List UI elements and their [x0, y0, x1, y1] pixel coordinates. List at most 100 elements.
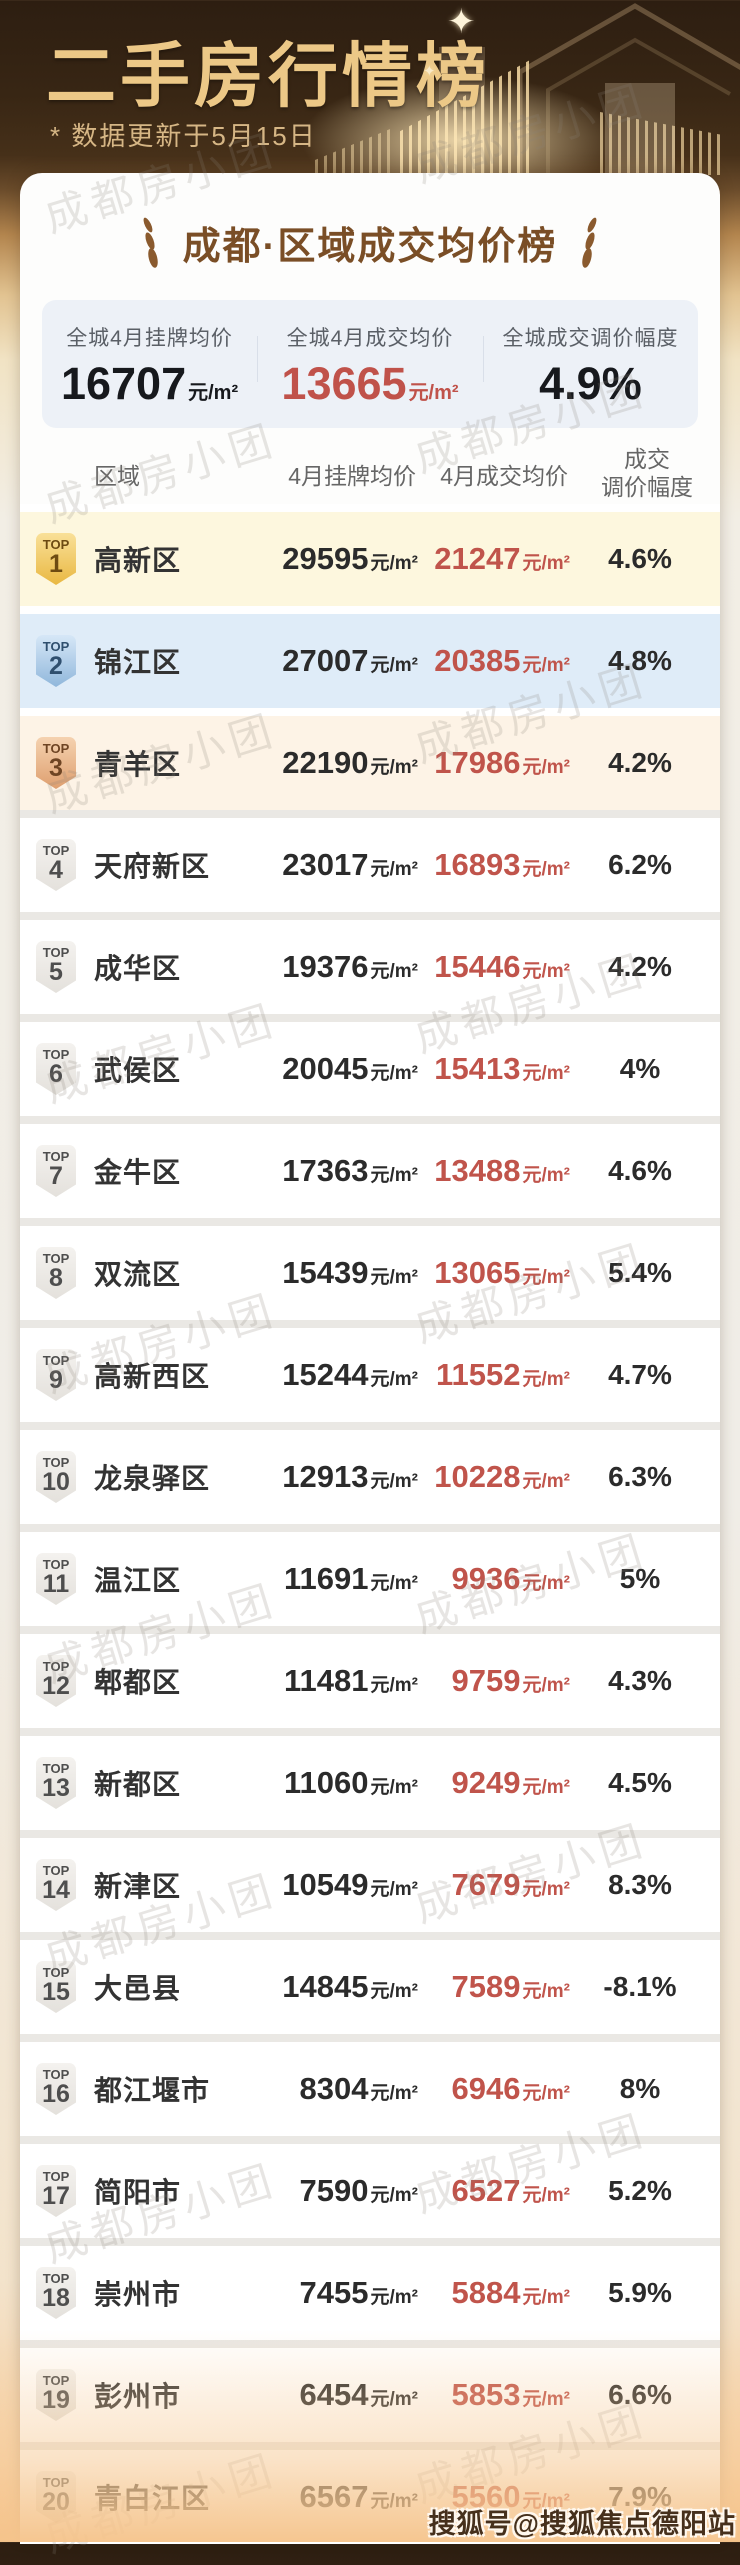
rank-number: 14: [42, 1876, 70, 1904]
region-name: 锦江区: [94, 647, 182, 678]
rank-badge-prefix: TOP: [42, 1047, 70, 1062]
region-name: 武侯区: [94, 1055, 182, 1086]
change-percent: 4.8%: [608, 645, 672, 676]
column-header-change: 成交 调价幅度: [601, 446, 693, 500]
rank-badge: TOP 20: [36, 2471, 76, 2523]
table-row: TOP 7 金牛区 17363 元/m² 13488 元/m² 4.6%: [20, 1124, 720, 1218]
stat-listing-avg: 全城4月挂牌均价 16707 元/m²: [42, 318, 257, 410]
listing-price: 12913 元/m²: [282, 1459, 418, 1494]
data-update-note: * 数据更新于5月15日: [50, 121, 317, 151]
rank-number: 5: [49, 958, 63, 986]
rank-number: 12: [42, 1672, 70, 1700]
deal-price: 7589 元/m²: [451, 1969, 570, 2004]
rank-badge: TOP 12: [36, 1655, 76, 1707]
listing-price: 19376 元/m²: [282, 949, 418, 984]
rank-badge-prefix: TOP: [42, 1557, 70, 1572]
table-row: TOP 9 高新西区 15244 元/m² 11552 元/m² 4.7%: [20, 1328, 720, 1422]
region-name: 青羊区: [94, 749, 182, 780]
rank-number: 9: [49, 1366, 63, 1394]
deal-price: 6946 元/m²: [451, 2071, 570, 2106]
change-percent: 8%: [619, 2073, 661, 2104]
deal-price: 20385 元/m²: [434, 643, 570, 678]
change-percent: 5%: [619, 1563, 661, 1594]
table-row: TOP 8 双流区 15439 元/m² 13065 元/m² 5.4%: [20, 1226, 720, 1320]
change-percent: 6.6%: [608, 2379, 672, 2410]
rank-badge-prefix: TOP: [42, 2067, 70, 2082]
rank-badge: TOP 10: [36, 1451, 76, 1503]
change-percent: 4.3%: [608, 1665, 672, 1696]
region-name: 双流区: [94, 1259, 182, 1290]
listing-price: 23017 元/m²: [282, 847, 418, 882]
listing-price: 10549 元/m²: [282, 1867, 418, 1902]
rank-badge: TOP 1: [36, 533, 76, 585]
table-row: TOP 5 成华区 19376 元/m² 15446 元/m² 4.2%: [20, 920, 720, 1014]
change-percent: 8.3%: [608, 1869, 672, 1900]
table-row: TOP 16 都江堰市 8304 元/m² 6946 元/m² 8%: [20, 2042, 720, 2136]
region-name: 高新西区: [94, 1361, 211, 1392]
sparkle-icon: ✦: [447, 3, 476, 41]
rank-badge: TOP 7: [36, 1145, 76, 1197]
stat-label: 全城4月挂牌均价: [66, 327, 233, 350]
rank-badge: TOP 6: [36, 1043, 76, 1095]
change-percent: 6.2%: [608, 849, 672, 880]
deal-price: 11552 元/m²: [435, 1357, 570, 1392]
region-name: 新津区: [94, 1871, 182, 1902]
rank-number: 1: [49, 550, 63, 578]
column-header-deal: 4月成交均价: [440, 463, 568, 489]
stat-change-rate: 全城成交调价幅度 4.9%: [482, 318, 698, 410]
deal-price: 16893 元/m²: [434, 847, 570, 882]
rank-number: 16: [42, 2080, 70, 2108]
change-percent: 4%: [619, 1053, 661, 1084]
rank-number: 17: [42, 2182, 70, 2210]
stat-value: 16707: [60, 358, 187, 409]
listing-price: 7590 元/m²: [299, 2173, 418, 2208]
listing-price: 8304 元/m²: [299, 2071, 418, 2106]
table-row: TOP 19 彭州市 6454 元/m² 5853 元/m² 6.6%: [20, 2348, 720, 2442]
region-name: 金牛区: [94, 1157, 182, 1188]
table-row: TOP 6 武侯区 20045 元/m² 15413 元/m² 4%: [20, 1022, 720, 1116]
rank-badge-prefix: TOP: [42, 1149, 70, 1164]
rank-badge: TOP 9: [36, 1349, 76, 1401]
rank-badge-prefix: TOP: [42, 843, 70, 858]
listing-price: 6454 元/m²: [299, 2377, 418, 2412]
rank-number: 15: [42, 1978, 70, 2006]
rank-badge: TOP 8: [36, 1247, 76, 1299]
rank-badge: TOP 5: [36, 941, 76, 993]
stat-value: 13665: [281, 358, 407, 409]
card-title-row: 成都·区域成交均价榜: [20, 217, 720, 268]
deal-price: 9759 元/m²: [451, 1663, 570, 1698]
change-percent: 5.4%: [608, 1257, 672, 1288]
rank-badge-prefix: TOP: [42, 741, 70, 756]
rank-badge: TOP 17: [36, 2165, 76, 2217]
change-percent: 4.2%: [608, 951, 672, 982]
listing-price: 29595 元/m²: [282, 541, 418, 576]
rank-badge-prefix: TOP: [42, 945, 70, 960]
column-header-region: 区域: [94, 463, 140, 489]
change-percent: 5.9%: [608, 2277, 672, 2308]
table-row: TOP 2 锦江区 27007 元/m² 20385 元/m² 4.8%: [20, 614, 720, 708]
region-name: 成华区: [94, 953, 182, 984]
rank-badge: TOP 2: [36, 635, 76, 687]
rank-badge-prefix: TOP: [42, 537, 70, 552]
rank-number: 13: [42, 1774, 70, 1802]
change-percent: 4.7%: [608, 1359, 672, 1390]
rank-badge-prefix: TOP: [42, 1965, 70, 1980]
card-title: 成都·区域成交均价榜: [182, 225, 558, 268]
rank-badge: TOP 13: [36, 1757, 76, 1809]
rank-badge: TOP 4: [36, 839, 76, 891]
rank-badge: TOP 3: [36, 737, 76, 789]
region-name: 新都区: [94, 1769, 182, 1800]
ranking-table: TOP 1 高新区 29595 元/m² 21247 元/m² 4.6% TOP 2…: [20, 504, 720, 2544]
stat-value: 4.9%: [539, 358, 642, 409]
deal-price: 9249 元/m²: [451, 1765, 570, 1800]
page-title: 二手房行情榜: [46, 37, 490, 115]
change-percent: 6.3%: [608, 1461, 672, 1492]
deal-price: 21247 元/m²: [434, 541, 570, 576]
region-name: 温江区: [94, 1565, 182, 1596]
rank-badge-prefix: TOP: [42, 1761, 70, 1776]
deal-price: 5884 元/m²: [451, 2275, 570, 2310]
rank-badge-prefix: TOP: [42, 2271, 70, 2286]
table-row: TOP 1 高新区 29595 元/m² 21247 元/m² 4.6%: [20, 512, 720, 606]
rank-number: 20: [42, 2488, 70, 2516]
region-name: 都江堰市: [94, 2075, 211, 2106]
